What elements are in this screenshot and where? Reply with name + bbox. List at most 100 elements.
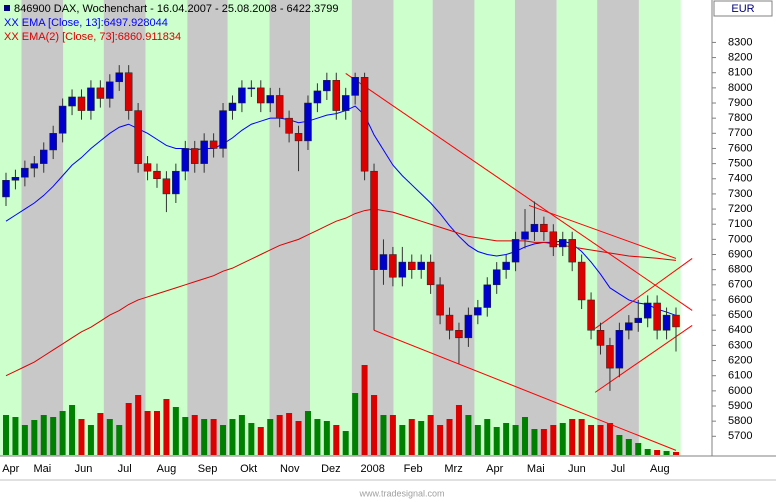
candle-body xyxy=(77,96,86,111)
volume-bar xyxy=(3,415,9,455)
candle-body xyxy=(106,81,114,99)
volume-bar xyxy=(333,425,340,455)
candle-body xyxy=(389,254,397,278)
volume-bar xyxy=(97,413,104,455)
volume-bar xyxy=(484,419,491,455)
candle-body xyxy=(209,140,218,149)
candle-body xyxy=(172,170,180,195)
x-tick-label: Mrz xyxy=(444,463,462,475)
currency: EUR xyxy=(731,3,754,15)
volume-bar xyxy=(59,411,66,455)
watermark: www.tradesignal.com xyxy=(358,488,444,498)
volume-bar xyxy=(153,411,160,455)
month-band xyxy=(432,0,475,456)
candle-body xyxy=(464,314,473,339)
volume-bar xyxy=(276,415,283,455)
legend-entry: XX EMA [Close, 13]:6497.928044 xyxy=(4,17,168,29)
x-tick-label: Mai xyxy=(527,463,545,475)
volume-bar xyxy=(106,419,113,455)
candle-body xyxy=(483,284,492,308)
month-band xyxy=(309,0,352,456)
y-tick-label: 6100 xyxy=(728,370,752,382)
candle-body xyxy=(549,231,558,248)
volume-bar xyxy=(616,435,623,455)
volume-bar xyxy=(635,443,642,455)
month-band xyxy=(638,0,681,456)
month-band xyxy=(474,0,515,456)
volume-bar xyxy=(182,417,189,455)
y-tick-label: 8200 xyxy=(728,51,752,63)
volume-bar xyxy=(163,399,170,455)
trend-line xyxy=(345,73,693,311)
volume-bar xyxy=(408,419,415,455)
volume-bar xyxy=(229,419,236,455)
x-tick-label: Jul xyxy=(118,463,132,475)
candle-body xyxy=(540,223,548,233)
candle-body xyxy=(379,254,388,270)
candle-body xyxy=(11,176,20,181)
volume-bar xyxy=(125,403,132,455)
volume-bar xyxy=(465,415,472,455)
x-tick-label: 2008 xyxy=(360,463,384,475)
volume-bar xyxy=(474,425,481,455)
candle-body xyxy=(417,261,425,270)
volume-bar xyxy=(87,425,94,455)
candle-body xyxy=(615,330,624,369)
volume-bar xyxy=(559,423,566,455)
candle-body xyxy=(587,299,595,331)
volume-bar xyxy=(257,427,264,455)
volume-bar xyxy=(437,425,444,455)
y-tick-label: 7900 xyxy=(728,97,752,109)
volume-bar xyxy=(267,419,274,455)
candle-body xyxy=(568,239,576,263)
volume-bar xyxy=(40,415,47,455)
candle-body xyxy=(68,96,76,107)
candle-body xyxy=(625,322,633,331)
candle-body xyxy=(521,231,529,240)
y-tick-label: 8000 xyxy=(728,82,752,94)
y-tick-label: 5800 xyxy=(728,415,752,427)
volume-bar xyxy=(352,393,359,455)
x-tick-label: Jun xyxy=(568,463,586,475)
volume-bar xyxy=(172,407,179,455)
volume-bar xyxy=(295,421,302,455)
candle-body xyxy=(49,133,57,151)
y-tick-label: 6800 xyxy=(728,264,752,276)
candle-body xyxy=(455,330,463,339)
candle-body xyxy=(351,77,359,96)
month-band xyxy=(145,0,188,456)
candle-body xyxy=(124,72,133,111)
volume-bar xyxy=(654,450,661,455)
volume-bar xyxy=(446,419,453,455)
volume-bar xyxy=(69,405,76,455)
candle-body xyxy=(511,239,520,263)
x-tick-label: Jun xyxy=(75,463,93,475)
volume-bar xyxy=(12,417,19,455)
volume-bar xyxy=(116,425,123,455)
y-tick-label: 7600 xyxy=(728,142,752,154)
y-tick-label: 7300 xyxy=(728,188,752,200)
y-tick-label: 7800 xyxy=(728,112,752,124)
y-tick-label: 7700 xyxy=(728,127,752,139)
month-band xyxy=(0,0,22,456)
y-tick-label: 7500 xyxy=(728,158,752,170)
candle-body xyxy=(304,102,312,142)
candle-body xyxy=(247,87,256,90)
candle-body xyxy=(370,170,378,270)
volume-bar xyxy=(455,405,462,455)
volume-bar xyxy=(191,415,198,455)
x-tick-label: Aug xyxy=(157,463,177,475)
y-tick-label: 7200 xyxy=(728,203,752,215)
y-tick-label: 7400 xyxy=(728,173,752,185)
volume-bar xyxy=(220,425,227,455)
volume-bar xyxy=(644,449,651,455)
y-tick-label: 6400 xyxy=(728,324,752,336)
candle-body xyxy=(313,90,322,104)
y-tick-label: 6700 xyxy=(728,279,752,291)
candle-body xyxy=(58,105,67,134)
x-tick-label: Dez xyxy=(321,463,341,475)
legend-entry: XX EMA(2) [Close, 73]:6860.911834 xyxy=(4,31,181,43)
candle-body xyxy=(596,330,605,346)
month-band xyxy=(21,0,64,456)
